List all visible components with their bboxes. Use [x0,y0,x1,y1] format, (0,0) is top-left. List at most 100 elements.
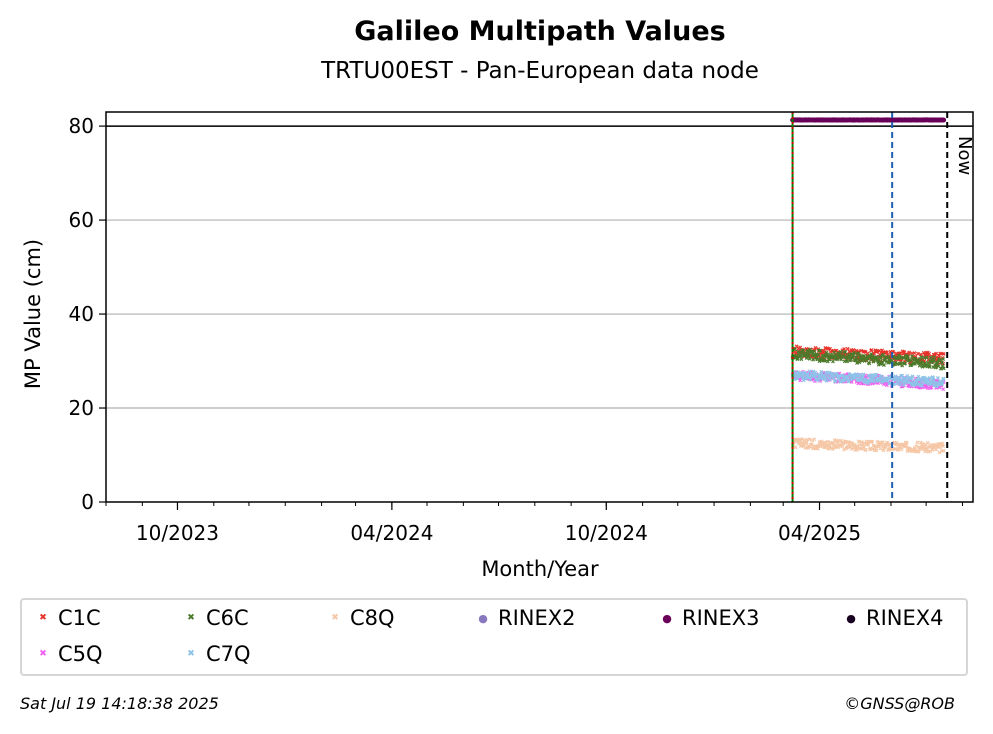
legend-label: C1C [58,606,101,630]
data-point-c5q [941,387,946,392]
data-point-c6c [931,359,936,363]
legend-marker-icon: ✖ [187,648,195,659]
data-point-c7q [812,374,817,379]
data-point-c8q [899,447,904,452]
data-point-c7q [935,376,940,380]
data-point-c8q [863,447,868,452]
data-point-c5q [798,378,803,383]
legend-item-c6c: ✖ C6C [184,606,248,630]
data-point-c6c [805,348,810,353]
legend-item-rinex4: ● RINEX4 [844,606,944,630]
legend-marker-icon: ● [846,611,856,625]
data-point-c7q [833,379,838,384]
data-point-c8q [855,443,860,448]
data-point-c7q [874,372,879,377]
data-point-c8q [914,444,919,449]
legend-item-rinex3: ● RINEX3 [660,606,760,630]
data-point-c5q [849,380,854,384]
data-point-c7q [805,372,810,377]
y-axis-label: MP Value (cm) [21,239,45,389]
data-point-c1c [912,351,917,356]
data-point-c8q [904,441,909,445]
data-point-c6c [920,360,924,365]
data-point-c6c [822,357,827,362]
data-point-c7q [910,376,915,381]
data-point-c7q [941,376,946,381]
data-point-c6c [837,351,842,356]
legend-label: RINEX2 [498,606,576,630]
y-tick-label: 40 [69,302,94,326]
data-point-c6c [924,355,929,360]
data-point-c8q [941,448,946,453]
data-point-c8q [930,447,935,452]
data-point-c8q [893,447,898,451]
legend-item-rinex2: ● RINEX2 [476,606,576,630]
data-point-c6c [907,358,912,363]
data-point-c6c [910,354,915,359]
data-point-c6c [816,352,821,357]
data-point-c6c [865,354,870,359]
data-point-c8q [842,447,847,452]
legend-item-c1c: ✖ C1C [36,606,101,630]
data-point-c8q [878,446,883,451]
data-point-c1c [916,351,920,356]
data-point-c6c [807,354,811,358]
data-point-c7q [842,378,847,383]
data-point-c6c [886,354,891,359]
data-point-c7q [828,377,832,382]
data-point-c6c [903,361,907,366]
data-point-c7q [831,376,836,380]
data-point-c8q [941,444,946,448]
data-point-c6c [807,356,812,361]
data-point-c8q [803,445,808,450]
data-point-c1c [927,351,931,356]
data-point-c8q [916,449,921,454]
data-point-c7q [800,372,804,377]
data-point-c6c [919,355,924,360]
data-point-c6c [838,349,843,354]
y-tick-label: 80 [69,114,94,138]
data-point-c8q [875,439,880,444]
data-point-c6c [812,349,817,354]
data-point-c7q [900,373,905,378]
data-point-rinex3 [941,117,947,123]
data-point-c6c [881,352,886,357]
footer-credit: ©GNSS@ROB [844,694,955,713]
x-tick-label: 10/2024 [565,521,648,545]
data-point-c6c [917,363,922,368]
data-point-c8q [825,439,830,444]
legend-label: RINEX4 [866,606,944,630]
data-point-c1c [859,348,864,353]
data-point-c8q [915,440,920,445]
legend-item-c8q: ✖ C8Q [328,606,394,630]
legend-label: C7Q [206,642,251,666]
data-point-c6c [852,350,857,355]
legend-label: RINEX3 [682,606,760,630]
data-point-c7q [929,382,934,387]
data-point-c8q [920,441,925,446]
data-point-c6c [843,350,848,355]
data-point-c7q [925,376,930,381]
data-point-c6c [867,361,872,366]
data-point-c8q [935,444,940,449]
data-point-c7q [940,380,945,385]
data-point-c6c [855,361,859,365]
data-point-c6c [792,347,797,352]
data-point-c6c [801,348,806,353]
legend-marker-icon: ✖ [39,612,47,623]
data-point-c1c [845,346,850,351]
data-point-c8q [940,441,945,446]
data-point-c1c [934,351,939,356]
data-point-c1c [907,350,912,355]
legend-marker-icon: ● [478,611,488,625]
data-point-c8q [866,443,871,447]
data-point-c1c [941,351,946,356]
legend-marker-icon: ● [662,611,672,625]
data-point-c6c [798,354,803,359]
data-point-c6c [879,356,883,361]
data-point-c8q [859,440,864,444]
plot-frame [105,111,974,503]
data-point-c8q [934,447,939,452]
legend-item-c5q: ✖ C5Q [36,642,102,666]
data-point-c6c [799,357,804,362]
